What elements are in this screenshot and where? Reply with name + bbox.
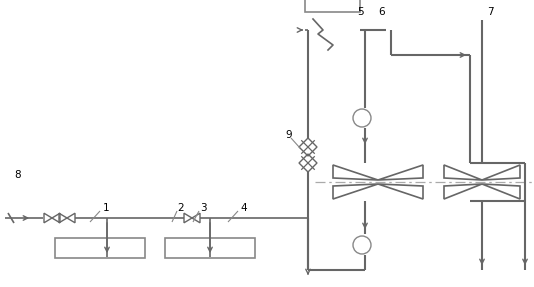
Text: 5: 5: [357, 7, 364, 17]
Text: 7: 7: [487, 7, 493, 17]
Bar: [305, 0, 360, 12]
Text: 6: 6: [378, 7, 384, 17]
Text: 8: 8: [14, 170, 21, 180]
Text: 9: 9: [285, 130, 292, 140]
Bar: [55, 238, 145, 258]
Text: 3: 3: [200, 203, 207, 213]
Bar: [165, 238, 255, 258]
Text: 4: 4: [240, 203, 247, 213]
Text: 1: 1: [103, 203, 109, 213]
Text: 2: 2: [177, 203, 184, 213]
